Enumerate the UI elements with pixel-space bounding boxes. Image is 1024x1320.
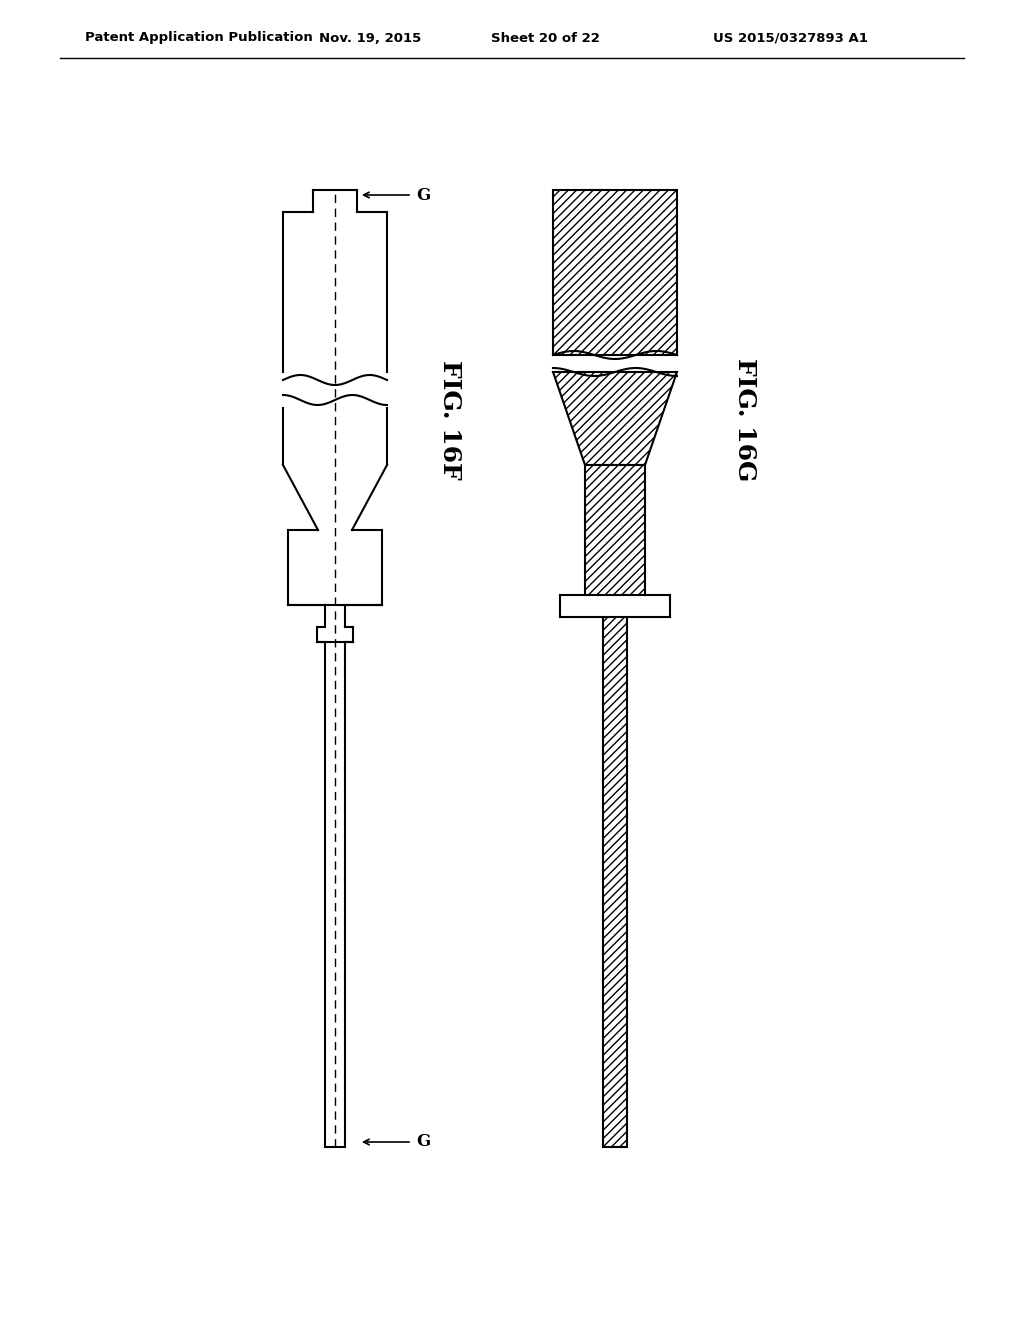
- Bar: [603, 616, 627, 1147]
- Bar: [603, 616, 627, 1147]
- Text: Sheet 20 of 22: Sheet 20 of 22: [490, 32, 599, 45]
- Text: G: G: [416, 186, 430, 203]
- Text: US 2015/0327893 A1: US 2015/0327893 A1: [713, 32, 867, 45]
- Text: FIG. 16F: FIG. 16F: [438, 360, 462, 480]
- Text: G: G: [416, 1134, 430, 1151]
- Bar: [553, 190, 677, 355]
- Bar: [553, 190, 677, 355]
- Text: Nov. 19, 2015: Nov. 19, 2015: [318, 32, 421, 45]
- Polygon shape: [553, 372, 677, 465]
- Bar: [585, 465, 645, 595]
- Text: Patent Application Publication: Patent Application Publication: [85, 32, 312, 45]
- Bar: [585, 465, 645, 595]
- Text: FIG. 16G: FIG. 16G: [733, 358, 757, 482]
